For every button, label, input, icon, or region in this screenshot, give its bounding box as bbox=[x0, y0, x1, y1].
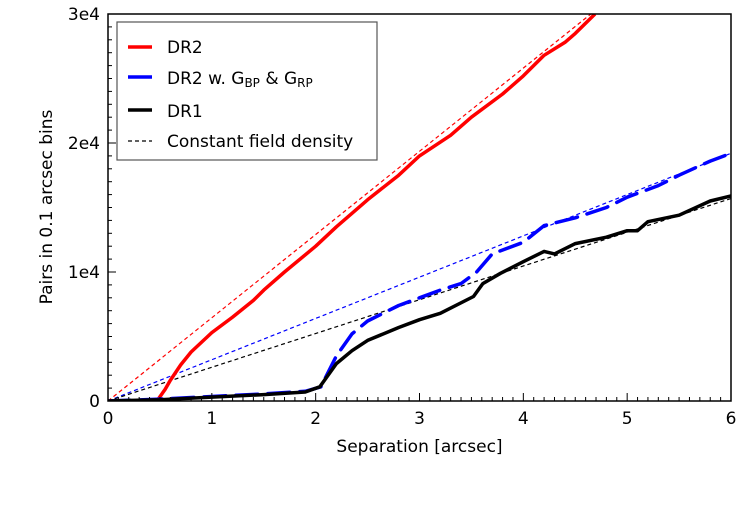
y-tick-label: 3e4 bbox=[68, 5, 100, 25]
x-tick-label: 1 bbox=[206, 409, 217, 429]
x-tick-label: 3 bbox=[414, 409, 425, 429]
x-tick-label: 5 bbox=[622, 409, 633, 429]
series-line-dr1 bbox=[108, 194, 731, 401]
y-tick-label: 1e4 bbox=[68, 263, 100, 283]
x-tick-label: 6 bbox=[726, 409, 737, 429]
x-tick-label: 4 bbox=[518, 409, 529, 429]
x-tick-label: 2 bbox=[310, 409, 321, 429]
legend-label-dr1: DR1 bbox=[167, 102, 203, 122]
x-axis-title: Separation [arcsec] bbox=[336, 437, 502, 457]
legend: DR2 DR2 w. GBP & GRP DR1 Constant field … bbox=[116, 21, 378, 161]
legend-label-dr2: DR2 bbox=[167, 38, 203, 58]
axes: 0 1 2 3 4 5 6 0 1e4 2e4 3e4 bbox=[68, 5, 737, 429]
y-tick-label: 2e4 bbox=[68, 134, 100, 154]
y-axis-title: Pairs in 0.1 arcsec bins bbox=[37, 109, 57, 304]
legend-box bbox=[116, 21, 378, 161]
y-tick-label: 0 bbox=[89, 392, 100, 412]
series-line-constant-field-density-dr2- bbox=[108, 14, 592, 401]
x-tick-label: 0 bbox=[103, 409, 114, 429]
legend-label-constant-density: Constant field density bbox=[167, 132, 353, 152]
series-line-dr2 bbox=[108, 14, 597, 401]
legend-label-dr2-gbp-grp: DR2 w. GBP & GRP bbox=[167, 69, 313, 90]
plot-area bbox=[108, 14, 731, 401]
series-line-constant-field-density-dr2-w-gbp-grp- bbox=[108, 152, 731, 401]
